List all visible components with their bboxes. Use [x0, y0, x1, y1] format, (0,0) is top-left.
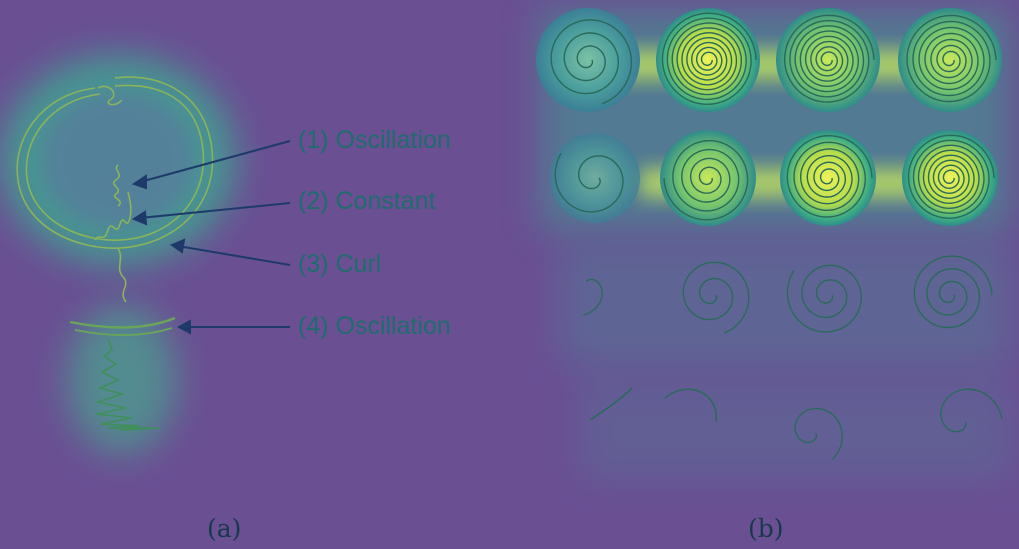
- spiral-r2-c2: [660, 130, 756, 226]
- spiral-stroke-r3c4: [913, 255, 993, 329]
- spiral-stroke-r4c4: [940, 388, 1003, 433]
- annotation-constant: (2) Constant: [298, 187, 436, 215]
- spiral-stroke-r3c2: [682, 261, 750, 334]
- caption-b: (b): [748, 514, 784, 543]
- spiral-stroke-r4c3: [794, 407, 843, 460]
- spiral-stroke-r2c2: [663, 139, 749, 221]
- panel-b-spirals: [550, 12, 1003, 460]
- annotation-curl: (3) Curl: [298, 250, 382, 278]
- spiral-r2-c3: [780, 130, 876, 226]
- panel-a-sketch: [16, 76, 214, 431]
- annotation-oscillation-4: (4) Oscillation: [298, 312, 451, 340]
- spiral-stroke-r1c3: [783, 14, 875, 103]
- annotation-oscillation-1: (1) Oscillation: [298, 126, 451, 154]
- spiral-stroke-r2c3: [786, 134, 873, 218]
- spiral-stroke-r2c4: [907, 134, 995, 220]
- spiral-stroke-r1c4: [906, 14, 997, 103]
- spiral-stroke-r3c3: [786, 264, 863, 333]
- spiral-stroke-r2c1: [554, 152, 624, 213]
- spiral-stroke-r1c1: [550, 19, 633, 105]
- panel-b-row-4-strokes: [589, 387, 718, 423]
- panel-a-arrows: [131, 140, 291, 335]
- spiral-r2-c1: [550, 133, 640, 223]
- spiral-stroke-r3c1: [583, 278, 604, 316]
- panel-a-heatmap: [0, 55, 236, 455]
- spiral-r1-c1: [536, 8, 640, 112]
- spiral-stroke-r1c2: [661, 12, 757, 106]
- caption-a: (a): [207, 514, 242, 543]
